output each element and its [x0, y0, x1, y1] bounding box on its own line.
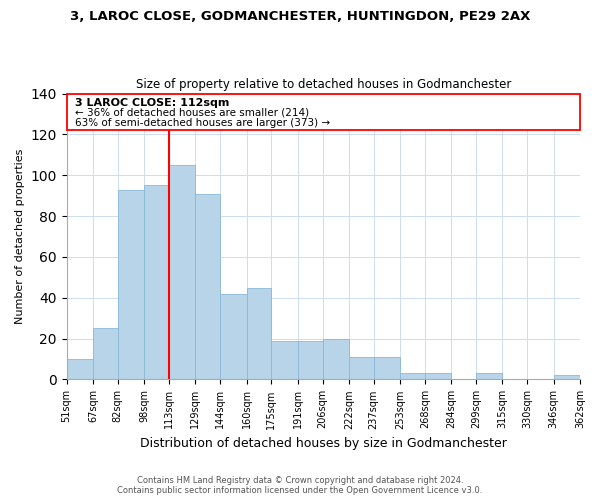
Bar — [144, 186, 169, 380]
Text: ← 36% of detached houses are smaller (214): ← 36% of detached houses are smaller (21… — [75, 108, 309, 118]
Bar — [93, 328, 118, 380]
Text: Contains HM Land Registry data © Crown copyright and database right 2024.
Contai: Contains HM Land Registry data © Crown c… — [118, 476, 482, 495]
Bar — [169, 165, 196, 380]
Bar — [196, 194, 220, 380]
FancyBboxPatch shape — [67, 94, 580, 130]
Bar — [271, 340, 298, 380]
Bar — [323, 338, 349, 380]
Bar — [476, 374, 502, 380]
Bar — [298, 340, 323, 380]
Bar — [554, 376, 580, 380]
Text: 63% of semi-detached houses are larger (373) →: 63% of semi-detached houses are larger (… — [75, 118, 330, 128]
Bar — [425, 374, 451, 380]
Text: 3, LAROC CLOSE, GODMANCHESTER, HUNTINGDON, PE29 2AX: 3, LAROC CLOSE, GODMANCHESTER, HUNTINGDO… — [70, 10, 530, 23]
Bar — [247, 288, 271, 380]
Bar — [349, 357, 374, 380]
X-axis label: Distribution of detached houses by size in Godmanchester: Distribution of detached houses by size … — [140, 437, 507, 450]
Bar — [220, 294, 247, 380]
Bar — [67, 359, 93, 380]
Text: 3 LAROC CLOSE: 112sqm: 3 LAROC CLOSE: 112sqm — [75, 98, 229, 108]
Bar — [374, 357, 400, 380]
Y-axis label: Number of detached properties: Number of detached properties — [15, 149, 25, 324]
Bar — [400, 374, 425, 380]
Bar — [118, 190, 144, 380]
Title: Size of property relative to detached houses in Godmanchester: Size of property relative to detached ho… — [136, 78, 511, 91]
